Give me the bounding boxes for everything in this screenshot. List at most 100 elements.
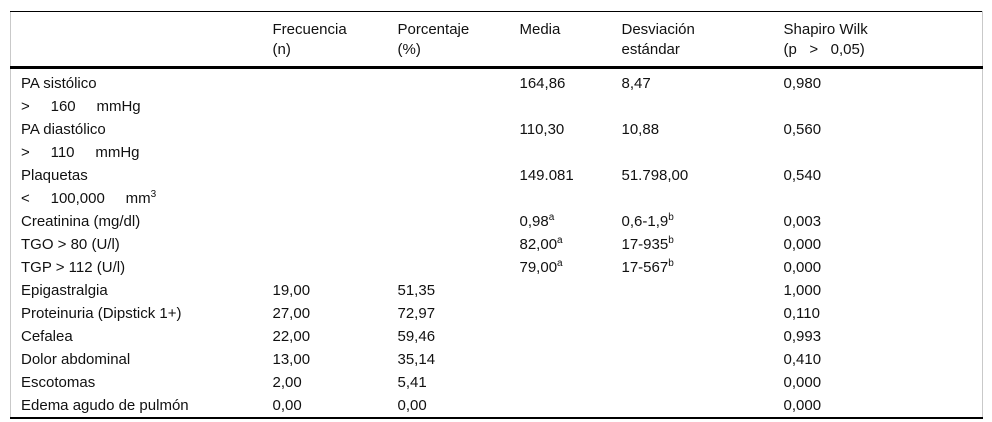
table-cell-shapiro: 0,003: [783, 213, 822, 230]
table-cell-desviacion: 10,88: [621, 121, 660, 138]
table-row: Epigastralgia 19,00 51,35 1,000: [11, 279, 983, 302]
table-cell-shapiro: 0,993: [783, 328, 822, 345]
table-cell-shapiro: 0,000: [783, 259, 822, 276]
table-row: TGO > 80 (U/l) 82,00a 17-935b 0,000: [11, 233, 983, 256]
header-cell-shapiro: Shapiro Wilk (p > 0,05): [783, 21, 868, 58]
table-cell-media: [520, 325, 622, 348]
table-cell-desviacion: [622, 325, 784, 348]
header-cell-desviacion: Desviación estándar: [621, 21, 695, 58]
table-cell-porcentaje: 5,41: [397, 374, 427, 391]
table-row: Cefalea 22,00 59,46 0,993: [11, 325, 983, 348]
table-cell-label: Epigastralgia: [21, 282, 108, 299]
table-cell-label: Creatinina (mg/dl): [21, 213, 141, 230]
table-cell-desviacion: 8,47: [621, 75, 651, 92]
table-cell-desviacion: 51.798,00: [621, 167, 689, 184]
table-cell-label: TGP > 112 (U/l): [21, 259, 126, 276]
superscript-marker: 3: [150, 189, 157, 200]
table-cell-label: Dolor abdominal: [21, 351, 131, 368]
table-cell-frecuencia: 13,00: [272, 351, 311, 368]
table-cell-media: 164,86: [519, 75, 566, 92]
table-cell-porcentaje: 35,14: [397, 351, 436, 368]
statistics-table: Frecuencia (n) Porcentaje (%) Media Desviac…: [10, 11, 983, 419]
table-cell-frecuencia: 22,00: [272, 328, 311, 345]
table-cell-label: Cefalea: [21, 328, 73, 345]
table-row: Plaquetas < 100,000 mm3 149.081 51.798,00 0…: [11, 164, 983, 210]
header-row: Frecuencia (n) Porcentaje (%) Media Desviac…: [10, 12, 983, 68]
table-cell-porcentaje: 59,46: [397, 328, 436, 345]
table-cell-shapiro: 1,000: [783, 282, 822, 299]
table-cell-shapiro: 0,000: [783, 236, 822, 253]
table-cell-media: 82,00a: [519, 235, 563, 254]
table-cell-shapiro: 0,000: [783, 397, 822, 414]
table-cell-shapiro: 0,540: [783, 167, 822, 184]
table-cell-desviacion: 0,6-1,9b: [621, 212, 674, 231]
superscript-marker: b: [668, 235, 674, 246]
table-cell-label: Edema agudo de pulmón: [21, 397, 189, 414]
table-cell-frecuencia: [273, 210, 398, 233]
table-cell-media: [520, 279, 622, 302]
table-cell-shapiro: 0,110: [783, 305, 820, 322]
table-cell-porcentaje: 0,00: [397, 397, 427, 414]
table-cell-media: 79,00a: [519, 258, 563, 277]
superscript-marker: b: [668, 258, 674, 269]
table-cell-frecuencia: [273, 118, 398, 164]
superscript-marker: b: [668, 212, 674, 223]
table-cell-porcentaje: [398, 68, 520, 119]
table-cell-media: 110,30: [519, 121, 565, 138]
table-cell-porcentaje: [398, 256, 520, 279]
table-row: Creatinina (mg/dl) 0,98a 0,6-1,9b 0,003: [11, 210, 983, 233]
table-cell-label: Proteinuria (Dipstick 1+): [21, 305, 182, 322]
table-cell-frecuencia: [273, 68, 398, 119]
table-cell-porcentaje: 51,35: [397, 282, 436, 299]
header-cell-porcentaje: Porcentaje (%): [397, 21, 470, 58]
table-cell-media: [520, 394, 622, 418]
table-cell-shapiro: 0,560: [783, 121, 822, 138]
header-cell-frecuencia: Frecuencia (n): [272, 21, 347, 58]
table-body: PA sistólico > 160 mmHg 164,86 8,47 0,980 PA…: [11, 68, 983, 419]
table-cell-label: TGO > 80 (U/l): [21, 236, 120, 253]
table-cell-shapiro: 0,410: [783, 351, 822, 368]
table-cell-porcentaje: [398, 118, 520, 164]
table-cell-porcentaje: 72,97: [397, 305, 436, 322]
header-cell-media: Media: [519, 21, 561, 38]
table-cell-desviacion: 17-935b: [621, 235, 674, 254]
table-row: Escotomas 2,00 5,41 0,000: [11, 371, 983, 394]
table-row: Dolor abdominal 13,00 35,14 0,410: [11, 348, 983, 371]
table-cell-shapiro: 0,980: [783, 75, 822, 92]
table-cell-desviacion: [622, 279, 784, 302]
table-cell-porcentaje: [398, 164, 520, 210]
table-cell-media: [520, 302, 622, 325]
table-cell-frecuencia: [273, 256, 398, 279]
superscript-marker: a: [557, 258, 563, 269]
table-cell-porcentaje: [398, 233, 520, 256]
table-cell-frecuencia: 19,00: [272, 282, 311, 299]
table-cell-desviacion: [622, 348, 784, 371]
table-cell-frecuencia: 0,00: [272, 397, 302, 414]
table-cell-desviacion: 17-567b: [621, 258, 674, 277]
superscript-marker: a: [557, 235, 563, 246]
table-cell-desviacion: [622, 302, 784, 325]
table-cell-label: Plaquetas < 100,000 mm3: [21, 167, 157, 207]
table-cell-frecuencia: 27,00: [272, 305, 311, 322]
table-row: TGP > 112 (U/l) 79,00a 17-567b 0,000: [11, 256, 983, 279]
table-cell-label: PA sistólico > 160 mmHg: [21, 75, 141, 115]
statistics-table-figure: Frecuencia (n) Porcentaje (%) Media Desviac…: [10, 11, 983, 419]
superscript-marker: a: [548, 212, 555, 223]
table-cell-label: PA diastólico > 110 mmHg: [21, 121, 140, 161]
table-cell-shapiro: 0,000: [783, 374, 822, 391]
table-row: Proteinuria (Dipstick 1+) 27,00 72,97 0,110: [11, 302, 983, 325]
table-cell-media: 0,98a: [519, 212, 555, 231]
table-cell-media: [520, 371, 622, 394]
table-row: Edema agudo de pulmón 0,00 0,00 0,000: [11, 394, 983, 418]
table-cell-desviacion: [622, 394, 784, 418]
table-cell-desviacion: [622, 371, 784, 394]
table-cell-label: Escotomas: [21, 374, 96, 391]
table-cell-porcentaje: [398, 210, 520, 233]
table-cell-frecuencia: [273, 233, 398, 256]
table-cell-media: 149.081: [519, 167, 574, 184]
table-row: PA sistólico > 160 mmHg 164,86 8,47 0,980: [11, 68, 983, 119]
table-cell-media: [520, 348, 622, 371]
table-cell-frecuencia: [273, 164, 398, 210]
header-cell-label: [11, 12, 273, 68]
table-row: PA diastólico > 110 mmHg 110,30 10,88 0,560: [11, 118, 983, 164]
